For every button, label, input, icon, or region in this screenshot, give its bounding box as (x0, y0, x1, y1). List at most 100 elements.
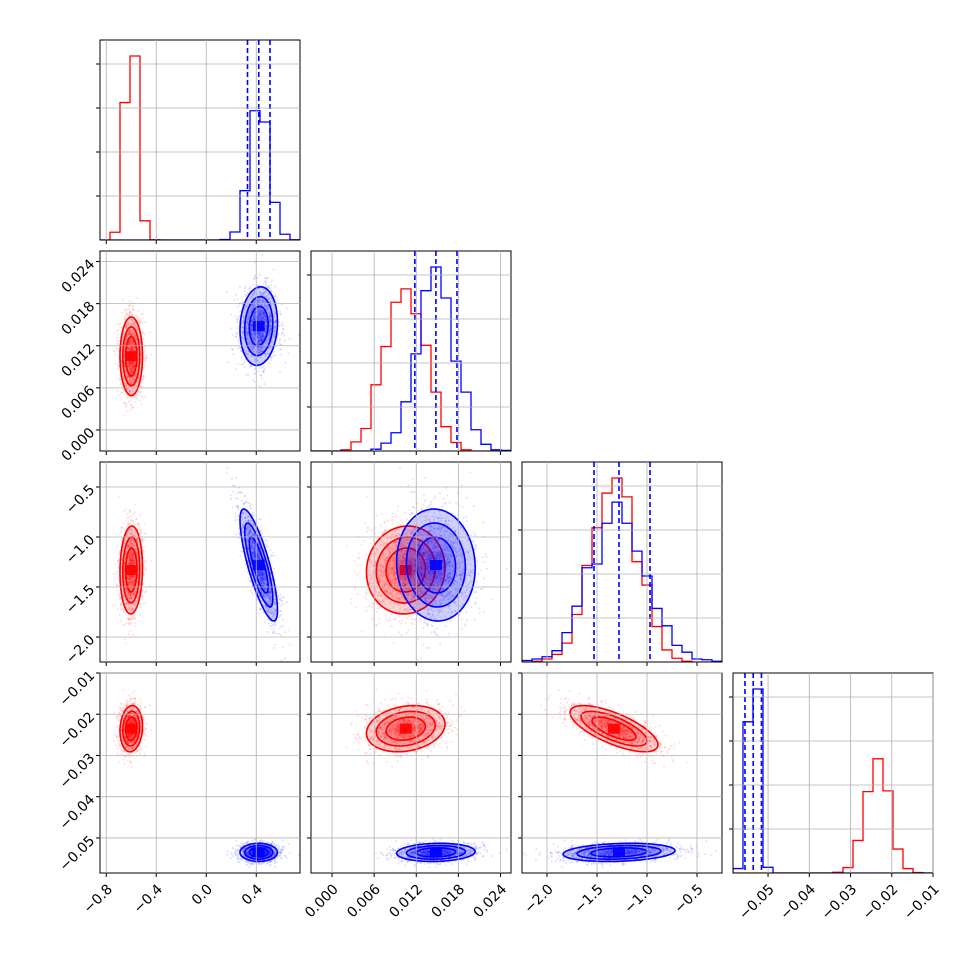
scatter-point (274, 285, 276, 287)
density-peak (125, 351, 137, 361)
scatter-point (144, 321, 146, 323)
scatter-point (238, 315, 240, 317)
scatter-point (120, 531, 122, 533)
scatter-point (235, 368, 237, 370)
scatter-point (270, 290, 272, 292)
scatter-point (270, 284, 272, 286)
scatter-point (117, 545, 119, 547)
scatter-point (119, 379, 121, 381)
scatter-point (264, 383, 266, 385)
scatter-point (133, 305, 135, 307)
scatter-point (123, 611, 125, 613)
scatter-point (245, 563, 247, 565)
scatter-point (150, 354, 152, 356)
scatter-point (121, 312, 123, 314)
scatter-point (120, 323, 122, 325)
scatter-point (117, 329, 119, 331)
scatter-point (126, 410, 128, 412)
scatter-point (237, 339, 239, 341)
scatter-point (125, 508, 127, 510)
scatter-point (117, 589, 119, 591)
scatter-point (113, 604, 115, 606)
scatter-point (282, 332, 284, 334)
scatter-point (259, 374, 261, 376)
scatter-point (123, 522, 125, 524)
scatter-point (128, 623, 130, 625)
scatter-point (137, 528, 139, 530)
scatter-point (134, 511, 136, 513)
scatter-point (141, 381, 143, 383)
scatter-point (117, 578, 119, 580)
scatter-point (272, 551, 274, 553)
scatter-point (237, 298, 239, 300)
scatter-point (132, 523, 134, 525)
scatter-point (261, 254, 263, 256)
scatter-point (117, 368, 119, 370)
scatter-point (289, 338, 291, 340)
scatter-point (118, 554, 120, 556)
scatter-point (139, 603, 141, 605)
scatter-point (144, 350, 146, 352)
scatter-point (125, 406, 127, 408)
panel-1-1 (311, 251, 511, 451)
scatter-point (241, 356, 243, 358)
scatter-point (263, 365, 265, 367)
scatter-point (128, 633, 130, 635)
scatter-point (117, 608, 119, 610)
scatter-point (130, 519, 132, 521)
scatter-point (141, 328, 143, 330)
scatter-point (279, 370, 281, 372)
scatter-point (230, 498, 232, 500)
scatter-point (249, 287, 251, 289)
scatter-point (149, 332, 151, 334)
scatter-point (280, 334, 282, 336)
scatter-point (261, 533, 263, 535)
scatter-point (237, 363, 239, 365)
scatter-point (235, 294, 237, 296)
scatter-point (130, 404, 132, 406)
scatter-point (282, 325, 284, 327)
scatter-point (121, 527, 123, 529)
scatter-point (284, 340, 286, 342)
scatter-point (118, 551, 120, 553)
scatter-point (122, 299, 124, 301)
scatter-point (114, 563, 116, 565)
scatter-point (269, 625, 271, 627)
scatter-point (142, 602, 144, 604)
scatter-point (127, 520, 129, 522)
scatter-point (273, 647, 275, 649)
scatter-point (226, 291, 228, 293)
scatter-point (124, 402, 126, 404)
panel-background (311, 251, 511, 451)
scatter-point (120, 605, 122, 607)
scatter-point (273, 568, 275, 570)
scatter-point (237, 306, 239, 308)
scatter-point (284, 362, 286, 364)
scatter-point (120, 538, 122, 540)
scatter-point (139, 320, 141, 322)
scatter-point (230, 313, 232, 315)
scatter-point (143, 367, 145, 369)
scatter-point (129, 515, 131, 517)
scatter-point (234, 336, 236, 338)
scatter-point (235, 497, 237, 499)
scatter-point (232, 349, 234, 351)
scatter-point (132, 513, 134, 515)
scatter-point (226, 471, 228, 473)
scatter-point (238, 341, 240, 343)
scatter-point (120, 620, 122, 622)
scatter-point (142, 313, 144, 315)
scatter-point (125, 311, 127, 313)
scatter-point (132, 634, 134, 636)
scatter-point (127, 396, 129, 398)
scatter-point (142, 549, 144, 551)
scatter-point (271, 625, 273, 627)
scatter-point (124, 309, 126, 311)
scatter-point (239, 286, 241, 288)
scatter-point (245, 374, 247, 376)
scatter-point (139, 514, 141, 516)
scatter-point (263, 282, 265, 284)
scatter-point (122, 624, 124, 626)
